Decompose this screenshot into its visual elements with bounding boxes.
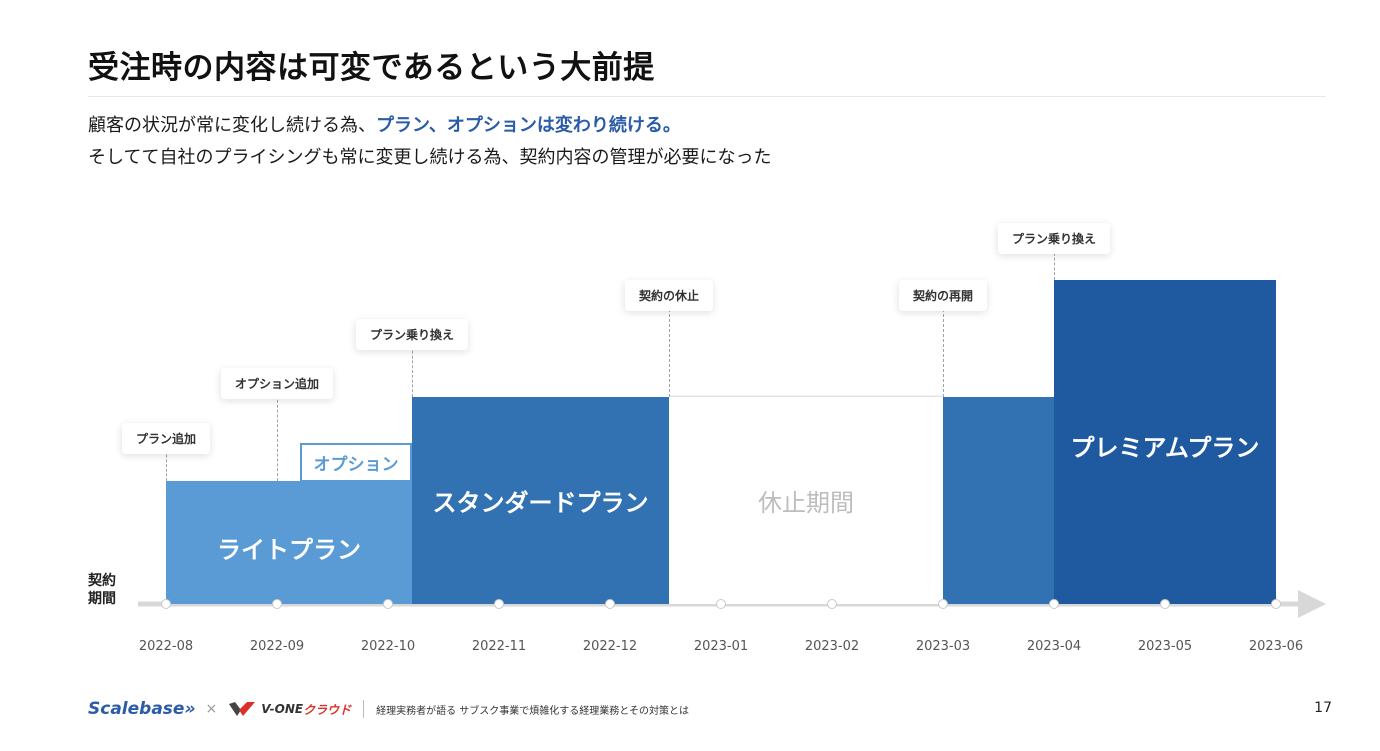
tick-marker xyxy=(1160,599,1170,609)
tick-label: 2023-04 xyxy=(1026,639,1082,654)
subtitle-prefix: 顧客の状況が常に変化し続ける為、 xyxy=(88,115,376,136)
vone-logo-cloud: クラウド xyxy=(303,702,352,717)
tick-label: 2022-09 xyxy=(249,639,305,654)
event-callout-resume: 契約の再開 xyxy=(898,280,988,311)
block-premium-plan: プレミアムプラン xyxy=(1054,280,1276,604)
event-callout-plan-switch: プラン乗り換え xyxy=(355,319,469,350)
page-title: 受注時の内容は可変であるという大前提 xyxy=(88,50,655,86)
footer-separator xyxy=(363,700,365,718)
tick-marker xyxy=(494,599,504,609)
tick-label: 2022-10 xyxy=(360,639,416,654)
title-divider xyxy=(88,96,1326,97)
tick-label: 2022-12 xyxy=(582,639,638,654)
page-number: 17 xyxy=(1314,700,1332,716)
block-rest-period-label: 休止期間 xyxy=(758,489,854,517)
tick-marker xyxy=(716,599,726,609)
block-standard-plan-label: スタンダードプラン xyxy=(432,489,649,517)
block-standard-plan: スタンダードプラン xyxy=(412,397,669,604)
tick-marker xyxy=(605,599,615,609)
block-light-plan: ライトプラン xyxy=(166,481,412,604)
event-callout-plan-switch-2: プラン乗り換え xyxy=(997,223,1111,254)
tick-label: 2022-08 xyxy=(138,639,194,654)
tick-marker xyxy=(161,599,171,609)
tick-marker xyxy=(938,599,948,609)
axis-label-line-1: 契約 xyxy=(88,573,116,589)
axis-arrow-icon xyxy=(1298,590,1326,618)
axis-label-line-2: 期間 xyxy=(88,591,116,607)
event-line xyxy=(166,450,167,481)
tick-label: 2023-02 xyxy=(804,639,860,654)
footer: Scalebase» × V-ONE クラウド 経理実務者が語る サブスク事業で煩… xyxy=(88,697,689,721)
tick-label: 2023-05 xyxy=(1137,639,1193,654)
block-rest-period: 休止期間 xyxy=(669,397,943,604)
subtitle-line-2: そしてて自社のプライシングも常に変更し続ける為、契約内容の管理が必要になった xyxy=(88,147,772,168)
tick-marker xyxy=(272,599,282,609)
event-line xyxy=(669,304,670,397)
subtitle-highlight: プラン、オプションは変わり続ける。 xyxy=(376,115,681,136)
block-standard-resume xyxy=(943,397,1054,604)
collab-times: × xyxy=(205,701,218,717)
event-line xyxy=(1054,248,1055,280)
tick-label: 2023-03 xyxy=(915,639,971,654)
block-option-label: オプション xyxy=(313,455,399,475)
vone-mark-icon xyxy=(229,702,256,716)
tick-label: 2023-06 xyxy=(1248,639,1304,654)
tick-marker xyxy=(827,599,837,609)
axis-label: 契約 期間 xyxy=(88,572,116,608)
tick-label: 2022-11 xyxy=(471,639,527,654)
subtitle-line-1: 顧客の状況が常に変化し続ける為、プラン、オプションは変わり続ける。 xyxy=(88,111,681,137)
event-line xyxy=(943,304,944,397)
block-option: オプション xyxy=(300,443,412,482)
event-line xyxy=(412,346,413,397)
block-light-plan-label: ライトプラン xyxy=(217,536,361,564)
event-callout-plan-add: プラン追加 xyxy=(121,423,211,454)
block-premium-plan-label: プレミアムプラン xyxy=(1070,434,1260,462)
event-line xyxy=(277,395,278,481)
vone-cloud-logo: V-ONE クラウド xyxy=(227,700,351,718)
tick-marker xyxy=(1271,599,1281,609)
vone-logo-text: V-ONE xyxy=(261,702,304,716)
event-callout-option-add: オプション追加 xyxy=(220,368,334,399)
event-callout-suspend: 契約の休止 xyxy=(624,280,714,311)
tick-marker xyxy=(1049,599,1059,609)
footer-note: 経理実務者が語る サブスク事業で煩雑化する経理業務とその対策とは xyxy=(376,705,689,717)
tick-marker xyxy=(383,599,393,609)
tick-label: 2023-01 xyxy=(693,639,749,654)
scalebase-logo: Scalebase» xyxy=(88,699,196,719)
